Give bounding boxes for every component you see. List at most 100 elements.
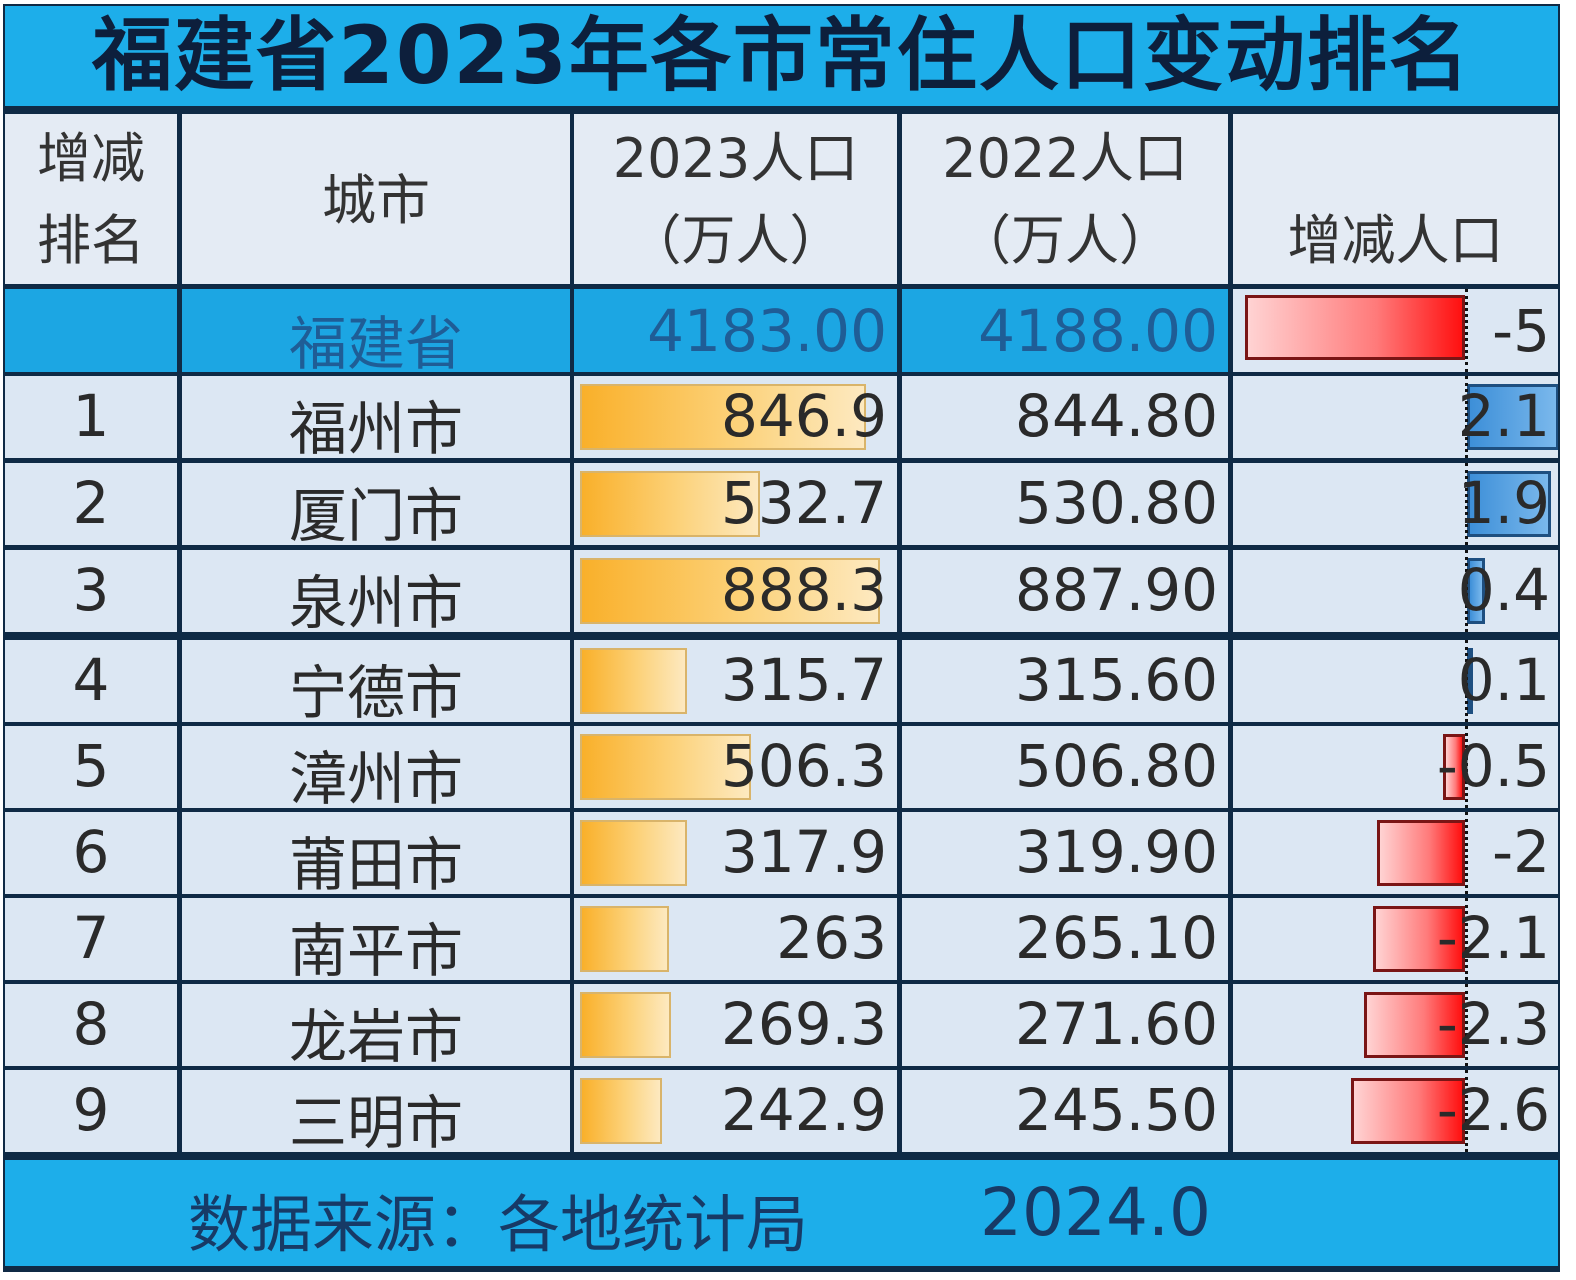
pop-2023-bar: [580, 734, 751, 800]
province-rank: [5, 289, 177, 372]
table-row: 1 福州市 846.9 844.80 2.1: [5, 376, 1558, 458]
city-cell: 龙岩市: [182, 984, 570, 1066]
header-2022: 2022人口 （万人）: [902, 114, 1228, 284]
negative-bar: [1351, 1078, 1465, 1144]
rank-value: 6: [72, 818, 110, 886]
pop-2022-cell: 530.80: [902, 463, 1228, 545]
change-cell: 2.1: [1233, 376, 1558, 458]
rank-value: 5: [72, 732, 110, 800]
rank-cell: 7: [5, 898, 177, 980]
pop-2022-value: 319.90: [1015, 818, 1218, 886]
province-row: 福建省 4183.00 4188.00 -5: [5, 289, 1558, 372]
pop-2023-cell: 532.7: [574, 463, 897, 545]
header-change-label: 增减人口: [1287, 209, 1504, 272]
pop-2023-cell: 242.9: [574, 1070, 897, 1152]
table-row: 7 南平市 263 265.10 -2.1: [5, 898, 1558, 980]
header-city: 城市: [182, 114, 570, 284]
pop-2022-value: 265.10: [1015, 904, 1218, 972]
rank-cell: 5: [5, 726, 177, 808]
province-2022-cell: 4188.00: [902, 289, 1228, 372]
change-cell: -2.1: [1233, 898, 1558, 980]
table-row: 4 宁德市 315.7 315.60 0.1: [5, 640, 1558, 722]
pop-2023-cell: 263: [574, 898, 897, 980]
pop-2023-cell: 506.3: [574, 726, 897, 808]
pop-2022-cell: 844.80: [902, 376, 1228, 458]
city-name: 三明市: [288, 1089, 463, 1152]
pop-2022-value: 506.80: [1015, 732, 1218, 800]
province-2022: 4188.00: [978, 297, 1218, 365]
city-cell: 宁德市: [182, 640, 570, 722]
header-change: 增减人口: [1233, 114, 1558, 284]
rank-value: 9: [72, 1076, 110, 1144]
negative-bar: [1245, 295, 1465, 360]
change-cell: -2.3: [1233, 984, 1558, 1066]
city-cell: 厦门市: [182, 463, 570, 545]
pop-2022-cell: 506.80: [902, 726, 1228, 808]
pop-2022-value: 271.60: [1015, 990, 1218, 1058]
pop-2023-bar: [580, 471, 760, 537]
positive-bar: [1467, 471, 1551, 537]
header-2023-line1: 2023人口: [612, 127, 859, 190]
rank-cell: 1: [5, 376, 177, 458]
table-row: 6 莆田市 317.9 319.90 -2: [5, 812, 1558, 894]
header-rank-line2: 排名: [37, 209, 145, 272]
pop-2023-cell: 888.3: [574, 550, 897, 632]
header-2022-line2: （万人）: [957, 209, 1173, 272]
pop-2023-bar: [580, 992, 671, 1058]
pop-2022-value: 844.80: [1015, 382, 1218, 450]
pop-2022-cell: 315.60: [902, 640, 1228, 722]
pop-2023-cell: 317.9: [574, 812, 897, 894]
footer: 数据来源：各地统计局 2024.0: [5, 1160, 1558, 1266]
pop-2023-value: 315.7: [720, 646, 887, 714]
pop-2022-cell: 887.90: [902, 550, 1228, 632]
pop-2023-bar: [580, 906, 669, 972]
footer-date: 2024.0: [980, 1174, 1211, 1251]
negative-bar: [1443, 734, 1465, 800]
pop-2023-bar: [580, 558, 880, 624]
table-row: 5 漳州市 506.3 506.80 -0.5: [5, 726, 1558, 808]
pop-2023-value: 532.7: [720, 469, 887, 537]
pop-2023-bar: [580, 1078, 662, 1144]
change-value: -2: [1492, 818, 1550, 886]
rank-cell: 6: [5, 812, 177, 894]
pop-2023-value: 888.3: [720, 556, 887, 624]
city-cell: 莆田市: [182, 812, 570, 894]
positive-bar: [1467, 384, 1558, 450]
zero-axis: [1465, 550, 1468, 632]
province-name-cell: 福建省: [182, 289, 570, 372]
zero-axis: [1465, 640, 1468, 722]
table-row: 2 厦门市 532.7 530.80 1.9: [5, 463, 1558, 545]
rank-value: 3: [72, 556, 110, 624]
rank-cell: 2: [5, 463, 177, 545]
pop-2023-cell: 846.9: [574, 376, 897, 458]
city-cell: 南平市: [182, 898, 570, 980]
zero-axis: [1465, 463, 1468, 545]
city-name: 宁德市: [288, 659, 463, 722]
province-2023: 4183.00: [647, 297, 887, 365]
pop-2022-value: 530.80: [1015, 469, 1218, 537]
pop-2023-value: 263: [776, 904, 887, 972]
positive-bar: [1467, 648, 1473, 714]
header-2022-line1: 2022人口: [942, 127, 1188, 190]
zero-axis: [1465, 898, 1468, 980]
negative-bar: [1377, 820, 1465, 886]
pop-2022-cell: 271.60: [902, 984, 1228, 1066]
city-name: 厦门市: [288, 482, 463, 545]
change-value: 2.1: [1457, 382, 1550, 450]
pop-2022-value: 887.90: [1015, 556, 1218, 624]
header-rank-line1: 增减: [37, 127, 145, 190]
rank-value: 7: [72, 904, 110, 972]
pop-2023-bar: [580, 648, 687, 714]
change-value: -2.3: [1436, 990, 1550, 1058]
rank-value: 1: [72, 382, 110, 450]
rank-cell: 4: [5, 640, 177, 722]
header-2023: 2023人口 （万人）: [574, 114, 897, 284]
table-row: 8 龙岩市 269.3 271.60 -2.3: [5, 984, 1558, 1066]
city-cell: 福州市: [182, 376, 570, 458]
city-cell: 泉州市: [182, 550, 570, 632]
change-value: 1.9: [1457, 469, 1550, 537]
pop-2022-cell: 265.10: [902, 898, 1228, 980]
pop-2023-cell: 269.3: [574, 984, 897, 1066]
pop-2022-value: 245.50: [1015, 1076, 1218, 1144]
negative-bar: [1373, 906, 1465, 972]
